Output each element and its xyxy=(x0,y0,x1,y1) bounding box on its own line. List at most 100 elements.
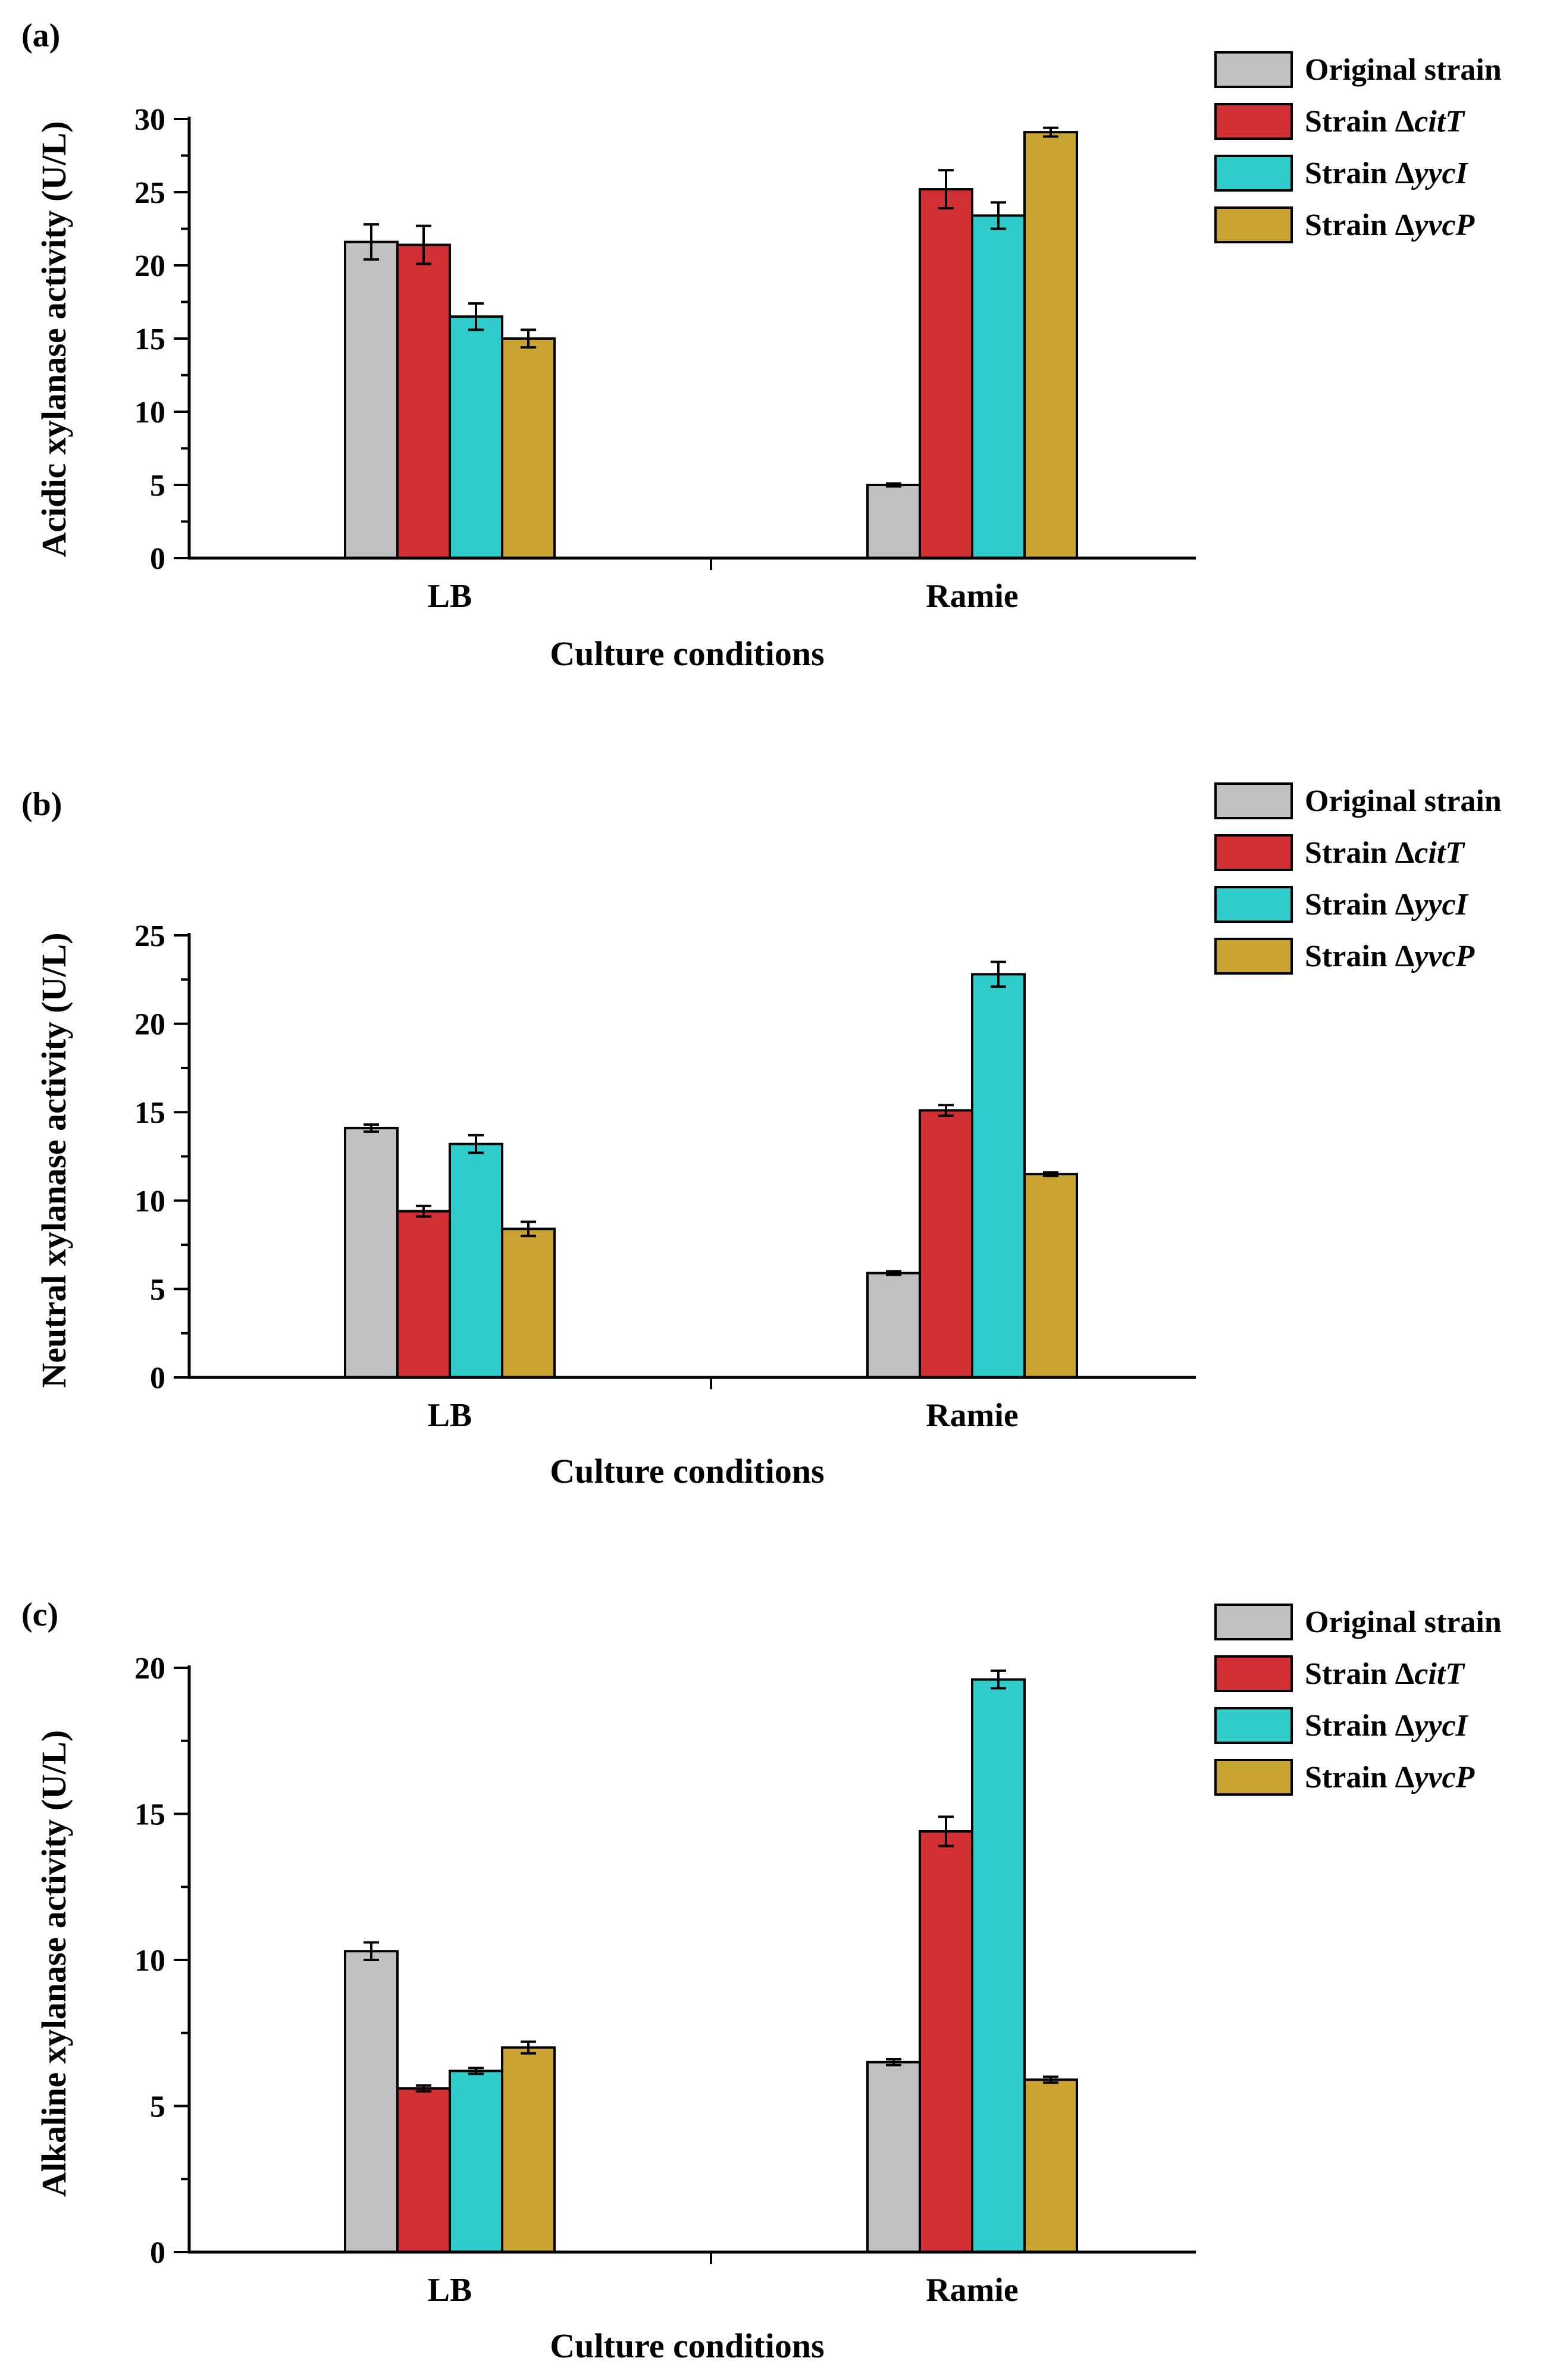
bar xyxy=(971,973,1026,1379)
legend-text: Original strain xyxy=(1305,784,1502,818)
bar xyxy=(501,1227,556,1379)
chart-panel-b: (b) 0 5 10 15 20 25 LB Ramie Culture conditions Ne… xyxy=(21,782,1502,1490)
legend-swatch xyxy=(1214,51,1293,88)
legend-gene: citT xyxy=(1414,1657,1465,1691)
bar xyxy=(866,2060,921,2254)
x-tick-label: LB xyxy=(428,1397,472,1434)
y-tick-label: 15 xyxy=(134,1798,165,1832)
y-tick-label: 10 xyxy=(134,1185,165,1219)
legend-entry: Original strain xyxy=(1305,1605,1502,1639)
legend-entry: Original strain xyxy=(1305,784,1502,818)
legend-text: Strain Δ xyxy=(1305,1761,1414,1795)
bar xyxy=(1023,2078,1078,2254)
bar xyxy=(449,2069,503,2254)
x-tick-label: LB xyxy=(428,578,472,615)
y-axis-title: Alkaline xylanase activity (U/L) xyxy=(35,1730,73,2197)
legend-swatch xyxy=(1214,782,1293,819)
y-tick-label: 25 xyxy=(134,176,165,210)
x-tick-label: Ramie xyxy=(926,578,1019,615)
bar xyxy=(449,315,503,559)
legend-text: Original strain xyxy=(1305,1605,1502,1639)
y-tick-label: 20 xyxy=(134,1652,165,1686)
y-tick-label: 5 xyxy=(150,1273,165,1307)
legend-swatch xyxy=(1214,938,1293,975)
y-tick-label: 25 xyxy=(134,919,165,953)
legend-swatch xyxy=(1214,206,1293,243)
bar xyxy=(919,1830,973,2253)
bar xyxy=(344,1950,399,2254)
bar xyxy=(344,1126,399,1379)
bar xyxy=(396,2087,451,2254)
legend-text: Strain Δ xyxy=(1305,888,1414,922)
bar xyxy=(501,2046,556,2254)
y-tick-label: 0 xyxy=(150,1361,165,1395)
legend-text: Original strain xyxy=(1305,53,1502,87)
y-tick-label: 20 xyxy=(134,249,165,283)
legend-gene: citT xyxy=(1414,105,1465,139)
legend-swatch xyxy=(1214,1604,1293,1640)
legend-text: Strain Δ xyxy=(1305,1709,1414,1743)
legend-swatch xyxy=(1214,834,1293,871)
panel-label: (b) xyxy=(21,786,62,823)
legend-gene: yvcP xyxy=(1411,940,1475,973)
bar xyxy=(344,240,399,559)
legend-gene: citT xyxy=(1414,836,1465,870)
x-tick-label: Ramie xyxy=(926,1397,1019,1434)
bar xyxy=(866,484,921,559)
legend-text: Strain Δ xyxy=(1305,940,1414,973)
y-axis-title: Acidic xylanase activity (U/L) xyxy=(35,121,73,558)
y-tick-label: 15 xyxy=(134,1096,165,1130)
x-axis-title: Culture conditions xyxy=(550,634,824,673)
panel-label: (c) xyxy=(21,1596,58,1633)
legend-gene: yycI xyxy=(1411,888,1468,922)
y-tick-label: 10 xyxy=(134,396,165,430)
legend-swatch xyxy=(1214,1759,1293,1796)
bar xyxy=(396,1210,451,1379)
legend-text: Strain Δ xyxy=(1305,208,1414,242)
legend-entry: Strain ΔyycI xyxy=(1305,156,1469,190)
bar xyxy=(449,1142,503,1379)
y-tick-label: 10 xyxy=(134,1944,165,1978)
legend-entry: Strain ΔyycI xyxy=(1305,888,1469,922)
panel-label: (a) xyxy=(21,17,60,54)
y-tick-label: 20 xyxy=(134,1008,165,1042)
legend-swatch xyxy=(1214,886,1293,923)
legend-gene: yycI xyxy=(1411,1709,1468,1743)
bar xyxy=(1023,131,1078,559)
legend-text: Strain Δ xyxy=(1305,105,1414,139)
bar xyxy=(1023,1173,1078,1379)
y-tick-label: 30 xyxy=(134,103,165,137)
legend-gene: yvcP xyxy=(1411,208,1475,242)
bar xyxy=(971,1678,1026,2253)
x-tick-label: Ramie xyxy=(926,2272,1019,2309)
legend-entry: Strain ΔyvcP xyxy=(1305,1761,1476,1795)
bar xyxy=(919,1109,973,1379)
legend-swatch xyxy=(1214,1655,1293,1692)
legend-entry: Strain ΔcitT xyxy=(1305,836,1465,870)
legend-text: Strain Δ xyxy=(1305,1657,1414,1691)
bar xyxy=(971,214,1026,559)
legend-gene: yycI xyxy=(1411,156,1468,190)
legend-text: Strain Δ xyxy=(1305,836,1414,870)
y-tick-label: 15 xyxy=(134,322,165,356)
chart-panel-a: (a) 0 5 10 15 20 25 30 LB Ramie Culture conditions… xyxy=(21,17,1502,673)
legend-entry: Strain ΔyvcP xyxy=(1305,940,1476,973)
bar xyxy=(396,243,451,559)
y-tick-label: 0 xyxy=(150,2236,165,2270)
legend-entry: Strain ΔcitT xyxy=(1305,1657,1465,1691)
legend-entry: Strain ΔcitT xyxy=(1305,105,1465,139)
legend-swatch xyxy=(1214,1707,1293,1744)
y-tick-label: 0 xyxy=(150,542,165,576)
legend-swatch xyxy=(1214,103,1293,140)
legend-entry: Original strain xyxy=(1305,53,1502,87)
bar xyxy=(919,188,973,559)
legend-text: Strain Δ xyxy=(1305,156,1414,190)
x-axis-title: Culture conditions xyxy=(550,2326,824,2365)
legend-swatch xyxy=(1214,155,1293,192)
x-tick-label: LB xyxy=(428,2272,472,2309)
y-tick-label: 5 xyxy=(150,469,165,503)
legend-entry: Strain ΔyvcP xyxy=(1305,208,1476,242)
